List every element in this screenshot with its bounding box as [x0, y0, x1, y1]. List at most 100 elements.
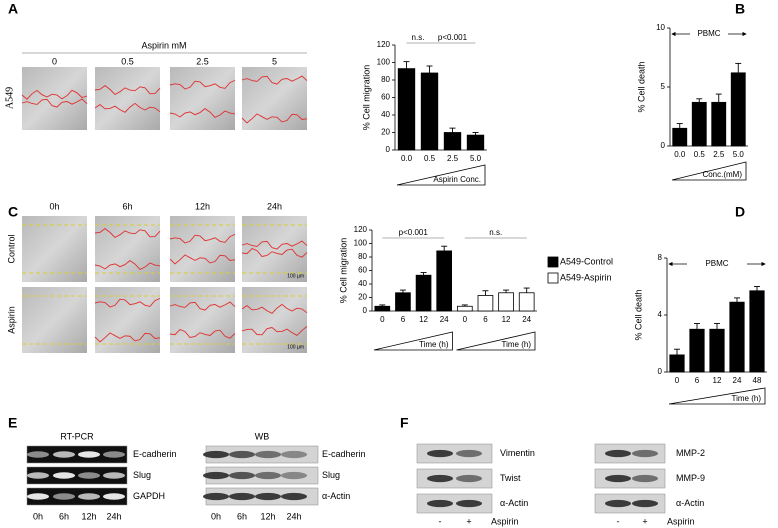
blot-row-label: α-Actin	[322, 491, 350, 501]
bar	[729, 301, 745, 373]
band	[229, 492, 255, 501]
y-tick-label: 40	[358, 279, 367, 288]
y-tick-label: 20	[358, 293, 367, 302]
bar	[730, 72, 746, 147]
blot-row-label: E-cadherin	[322, 449, 366, 459]
wound-edge	[169, 233, 236, 244]
band	[103, 472, 125, 479]
band	[456, 449, 482, 458]
x-tick-label: 5.0	[470, 154, 482, 163]
y-tick-label: 40	[381, 110, 390, 119]
band	[53, 493, 75, 500]
wound-edge	[94, 332, 161, 343]
row-label: Control	[6, 234, 16, 263]
band	[632, 474, 658, 483]
micrograph	[22, 216, 87, 282]
y-tick-label: 0	[386, 145, 391, 154]
blot-row-label: Twist	[500, 473, 521, 483]
band	[229, 471, 255, 480]
band	[456, 474, 482, 483]
band	[456, 499, 482, 508]
band	[78, 472, 100, 479]
annotation: PBMC	[705, 259, 728, 268]
gradient-triangle	[396, 164, 486, 186]
band	[203, 492, 229, 501]
x-tick-label: 6	[401, 315, 406, 324]
annotation: p<0.001	[399, 228, 429, 237]
blot-row-label: E-cadherin	[133, 449, 177, 459]
y-tick-label: 10	[656, 23, 665, 32]
wound-edge	[241, 303, 308, 314]
x-tick-label: 0	[380, 315, 385, 324]
x-tick-label: 6	[695, 376, 700, 385]
blot-row-label: MMP-9	[676, 473, 705, 483]
x-tick-label: 0.0	[401, 154, 413, 163]
blot-strip	[416, 468, 493, 489]
wound-edge	[169, 328, 236, 339]
bar	[749, 290, 765, 373]
bar	[711, 101, 727, 147]
legend-swatch	[547, 272, 559, 284]
y-tick-label: 120	[377, 40, 391, 49]
scale-bar: 100 µm	[287, 273, 304, 279]
band	[281, 492, 307, 501]
x-tick-label: 6	[483, 315, 488, 324]
panel-label: C	[8, 204, 18, 220]
annotation: n.s.	[489, 228, 502, 237]
x-tick-label: 24	[522, 315, 531, 324]
x-tick-label: 2.5	[713, 150, 725, 159]
panel-label: E	[8, 415, 17, 431]
x-tick-label: 24	[440, 315, 449, 324]
wound-edge	[169, 254, 236, 265]
band	[78, 493, 100, 500]
micrograph	[170, 67, 235, 130]
band	[427, 449, 453, 458]
wound-edge	[241, 75, 308, 85]
micrograph	[22, 287, 87, 353]
band	[427, 474, 453, 483]
y-tick-label: 100	[377, 58, 391, 67]
bar	[709, 328, 725, 373]
micrograph	[170, 287, 235, 353]
lane-label: 0h	[211, 511, 221, 521]
blot-strip	[416, 493, 493, 514]
bar	[669, 354, 685, 373]
lane-label: 6h	[237, 511, 247, 521]
bar	[415, 274, 432, 312]
wound-edge	[241, 247, 308, 258]
wound-edge	[21, 89, 88, 100]
x-tick-label: 0.0	[674, 150, 686, 159]
y-tick-label: 0	[658, 367, 663, 376]
lane-label: -	[439, 516, 442, 526]
wound-edge	[94, 260, 161, 270]
wound-edge	[169, 301, 236, 311]
y-tick-label: 8	[658, 253, 663, 262]
panel-label: F	[400, 415, 409, 431]
band	[605, 474, 631, 483]
y-axis-label: % Cell migration	[361, 65, 371, 131]
panel-label: B	[735, 1, 745, 17]
wound-edge	[94, 85, 161, 96]
y-axis-label: % Cell migration	[338, 238, 348, 304]
x-tick-label: 5.0	[733, 150, 745, 159]
x-axis-label: Conc.(mM)	[702, 170, 742, 179]
lane-label: 24h	[106, 511, 121, 521]
y-axis-label: % Cell death	[636, 61, 646, 112]
bar	[466, 134, 485, 151]
wound-edge	[241, 240, 308, 250]
blot-row-label: α-Actin	[500, 498, 528, 508]
blot-row-label: Vimentin	[500, 448, 535, 458]
bar	[443, 132, 462, 151]
blot-row-label: Slug	[322, 470, 340, 480]
lane-label: +	[466, 516, 471, 526]
y-tick-label: 20	[381, 128, 390, 137]
blot-row-label: α-Actin	[676, 498, 704, 508]
lane-label: 12h	[260, 511, 275, 521]
column-label: 5	[272, 56, 277, 66]
micrograph	[170, 216, 235, 282]
wound-edge	[21, 98, 88, 108]
x-tick-label: 12	[502, 315, 511, 324]
y-tick-label: 60	[358, 266, 367, 275]
y-tick-label: 60	[381, 93, 390, 102]
